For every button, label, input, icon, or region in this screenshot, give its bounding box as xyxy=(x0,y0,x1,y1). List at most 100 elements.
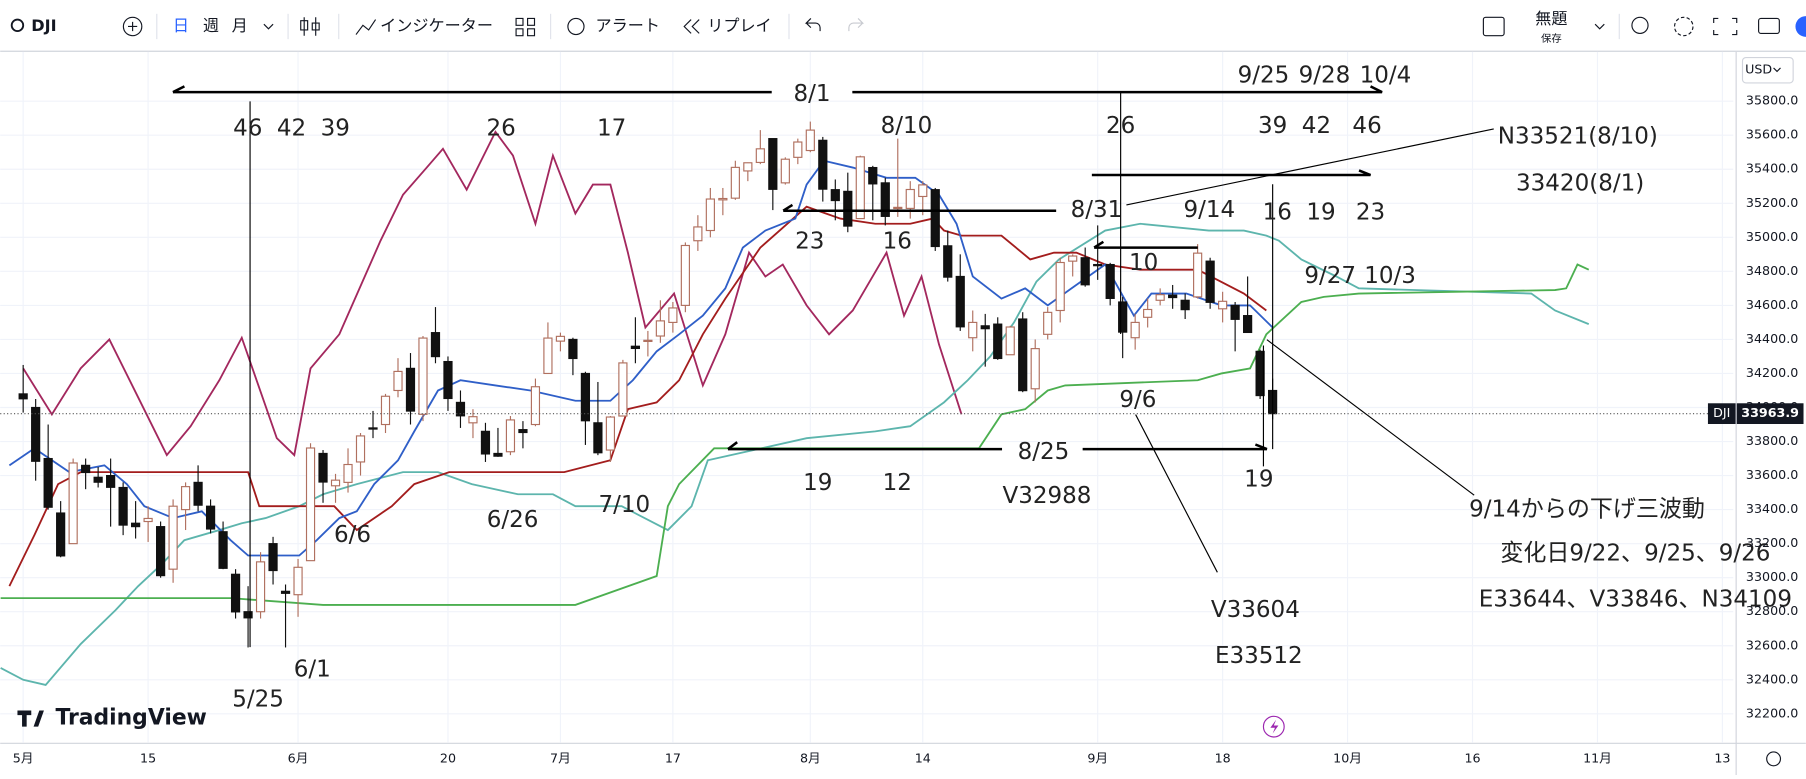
symbol-tag-label: DJI xyxy=(1713,405,1730,420)
candle-body xyxy=(243,611,253,619)
trend-line xyxy=(1126,128,1494,573)
publish[interactable] xyxy=(1795,16,1806,37)
candle-body xyxy=(368,427,378,430)
replay-icon[interactable] xyxy=(683,19,700,34)
annotations: 8/1 46 42 39 26 17 8/10 26 39 42 46 9/25 9/28 10/4 N33… xyxy=(232,63,1792,713)
indicators-button[interactable]: インジケーター xyxy=(380,16,493,35)
y-tick-label: 33200.0 xyxy=(1746,535,1798,550)
annotation: 5/25 xyxy=(232,687,284,713)
candle-body xyxy=(1180,299,1190,311)
candle-body xyxy=(643,339,653,343)
fullscreen[interactable] xyxy=(1713,17,1738,36)
event-icon[interactable] xyxy=(1262,715,1285,738)
candle-body xyxy=(1243,315,1253,334)
x-tick-label: 17 xyxy=(665,750,681,765)
candle-body xyxy=(818,139,828,190)
axis-settings[interactable] xyxy=(1766,751,1782,767)
y-tick-label: 34200.0 xyxy=(1746,365,1798,380)
dropdown[interactable] xyxy=(1594,23,1605,30)
candle-body xyxy=(143,517,153,523)
arrow xyxy=(727,441,1268,451)
candle-body xyxy=(868,166,878,185)
dropdown[interactable] xyxy=(1773,67,1781,73)
candle-body xyxy=(543,337,553,375)
candle-body xyxy=(1093,263,1103,267)
search-icon[interactable] xyxy=(10,18,25,33)
candle-body xyxy=(618,362,628,417)
candle-body xyxy=(705,198,715,232)
save-button[interactable]: 保存 xyxy=(1541,32,1562,45)
interval-month[interactable]: 月 xyxy=(232,16,248,35)
candle-body xyxy=(355,435,366,463)
layout-icon[interactable] xyxy=(1482,16,1505,37)
settings[interactable] xyxy=(1673,16,1694,37)
x-tick-label: 16 xyxy=(1464,750,1480,765)
candle-body xyxy=(568,338,578,360)
x-tick-label: 5月 xyxy=(13,750,34,765)
candle-body xyxy=(493,452,503,457)
annotation: E33644、V33846、N34109 xyxy=(1479,586,1792,612)
annotation: 42 xyxy=(277,115,306,141)
candle-body xyxy=(880,182,890,217)
annotation: 変化日9/22、9/25、9/26 xyxy=(1500,540,1770,566)
undo[interactable] xyxy=(804,18,821,32)
candle-body xyxy=(81,464,91,474)
price-tag xyxy=(1736,403,1804,425)
dropdown[interactable] xyxy=(263,23,274,30)
indicator-line xyxy=(22,130,963,457)
candle-body xyxy=(855,156,865,220)
redo[interactable] xyxy=(848,18,865,32)
candle-body xyxy=(318,452,328,483)
candle-body xyxy=(430,332,441,358)
chart-type-icon[interactable] xyxy=(300,17,320,36)
candle-body xyxy=(555,335,566,342)
indicator-line xyxy=(0,222,1590,686)
price-tag-label: 33963.9 xyxy=(1741,405,1799,420)
annotation: 26 xyxy=(486,115,515,141)
y-tick-label: 32200.0 xyxy=(1746,705,1798,720)
symbol[interactable]: DJI xyxy=(31,16,56,35)
templates-icon[interactable] xyxy=(515,17,536,37)
y-tick-label: 34800.0 xyxy=(1746,263,1798,278)
y-tick-label: 34600.0 xyxy=(1746,297,1798,312)
candle-body xyxy=(893,206,903,210)
plot xyxy=(0,51,1734,743)
interval-day[interactable]: 日 xyxy=(173,16,189,35)
candle-body xyxy=(993,323,1003,360)
candle-body xyxy=(1105,263,1115,299)
arrow xyxy=(1093,240,1198,249)
candle-body xyxy=(1255,350,1265,397)
annotation: 12 xyxy=(883,470,912,496)
replay-button[interactable]: リプレイ xyxy=(707,16,771,35)
indicator-icon[interactable] xyxy=(355,19,377,35)
annotation: N33521(8/10) xyxy=(1498,124,1658,150)
alert-icon[interactable] xyxy=(567,17,585,36)
candle-body xyxy=(56,512,66,557)
candle-body xyxy=(630,345,640,350)
quick-search[interactable] xyxy=(1631,16,1649,34)
currency-box[interactable] xyxy=(1741,57,1794,84)
annotation: 19 xyxy=(1306,200,1335,226)
candle-body xyxy=(805,129,815,152)
candle-body xyxy=(780,158,790,184)
vertical-line xyxy=(249,92,1274,648)
candle-body xyxy=(43,457,53,508)
candle-body xyxy=(330,479,341,487)
interval-week[interactable]: 週 xyxy=(203,16,219,35)
layout-name[interactable]: 無題 xyxy=(1535,9,1567,28)
alert-button[interactable]: アラート xyxy=(596,16,660,35)
annotation: 10/4 xyxy=(1360,63,1412,89)
symbol-tag xyxy=(1707,403,1736,425)
candle-body xyxy=(405,367,416,412)
candle-body xyxy=(793,141,803,158)
candle-body xyxy=(980,325,990,330)
candle-body xyxy=(680,244,690,306)
currency[interactable]: USD xyxy=(1745,62,1772,77)
candle-body xyxy=(380,395,391,426)
screenshot[interactable] xyxy=(1758,17,1780,34)
candle-body xyxy=(131,522,141,528)
annotation: 9/14からの下げ三波動 xyxy=(1469,497,1705,523)
candle-body xyxy=(530,386,541,426)
add-symbol[interactable] xyxy=(122,16,143,37)
